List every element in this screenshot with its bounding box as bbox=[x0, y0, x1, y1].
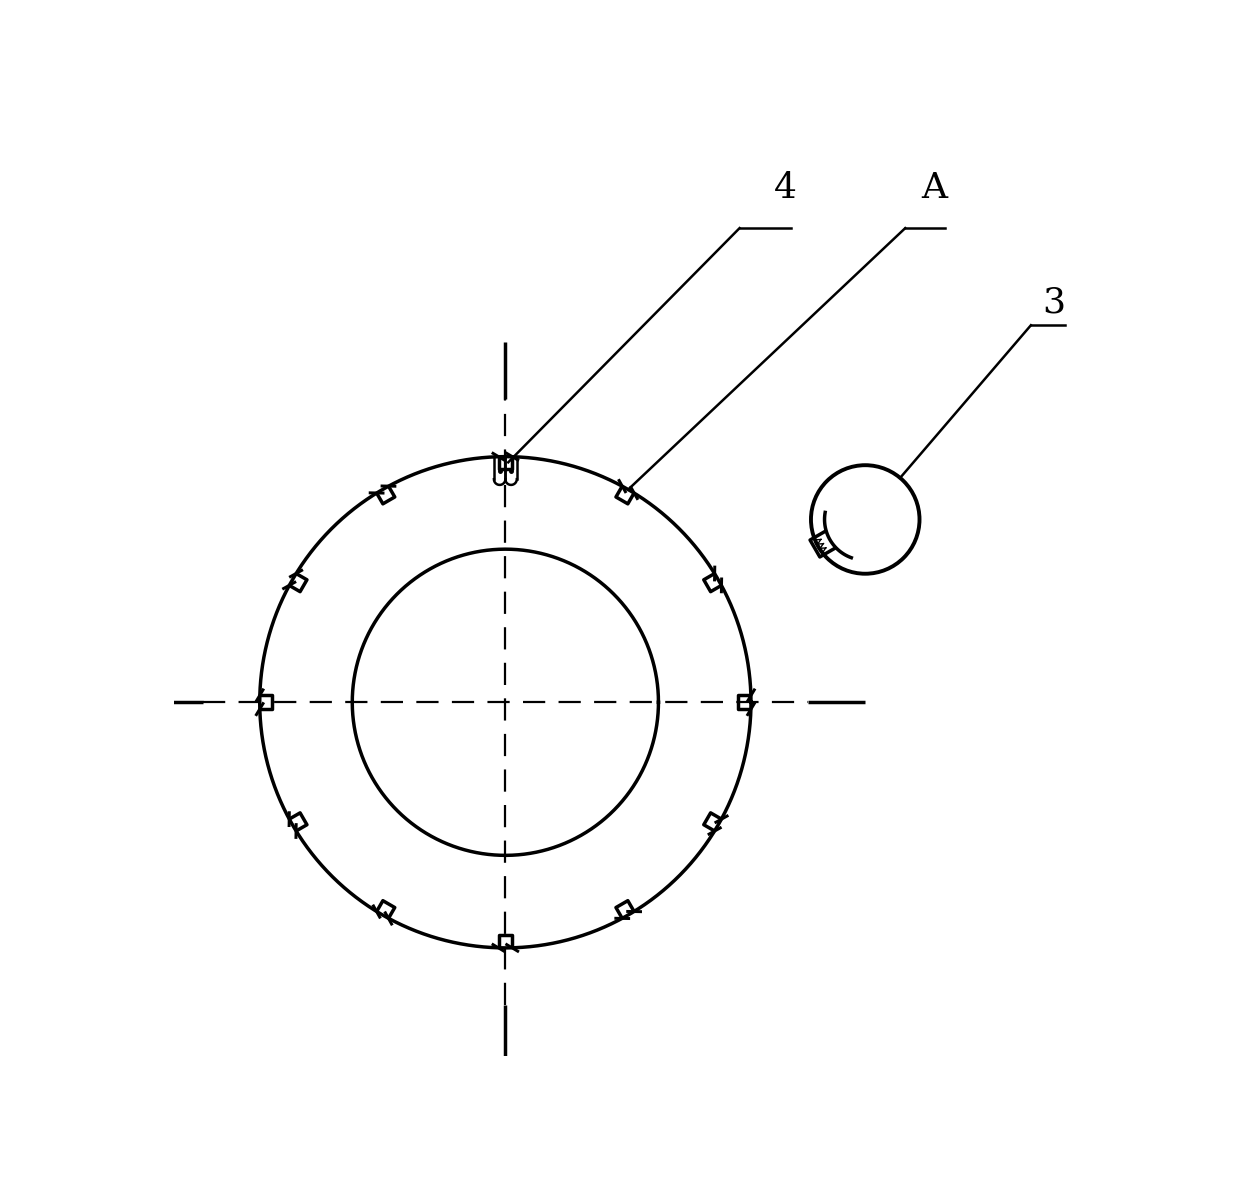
Text: 3: 3 bbox=[1042, 286, 1066, 319]
Text: A: A bbox=[921, 171, 947, 205]
Text: 4: 4 bbox=[774, 171, 796, 205]
